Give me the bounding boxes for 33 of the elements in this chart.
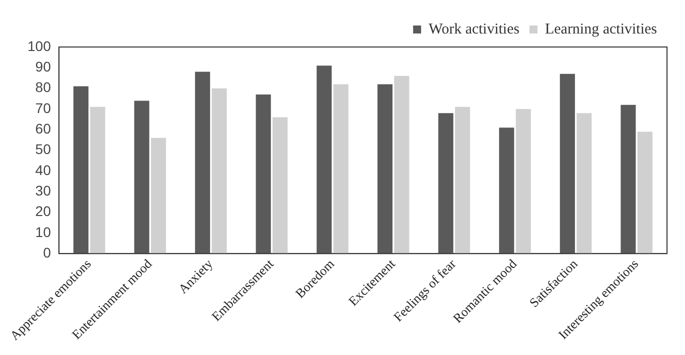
legend-label: Learning activities xyxy=(544,21,658,38)
bar xyxy=(195,72,210,254)
bar xyxy=(150,138,166,254)
bar xyxy=(499,128,514,254)
bar xyxy=(454,106,470,254)
y-tick-label: 80 xyxy=(35,79,52,96)
bar xyxy=(256,94,271,254)
bar xyxy=(637,132,652,254)
bar xyxy=(394,76,410,254)
y-tick-label: 20 xyxy=(35,203,52,220)
bar xyxy=(620,104,636,254)
y-tick-label: 100 xyxy=(28,38,52,54)
bar xyxy=(272,117,288,254)
bar xyxy=(438,113,454,254)
y-tick-label: 0 xyxy=(43,244,52,261)
bar xyxy=(90,106,106,254)
legend-label: Work activities xyxy=(428,21,520,38)
y-tick-label: 10 xyxy=(35,224,52,240)
y-tick-label: 50 xyxy=(35,141,52,158)
y-tick-label: 40 xyxy=(35,162,52,178)
bar xyxy=(73,86,88,254)
bar xyxy=(576,113,592,254)
y-tick-label: 90 xyxy=(35,58,52,75)
bar xyxy=(316,66,332,254)
y-tick-label: 30 xyxy=(35,182,52,199)
y-tick-label: 70 xyxy=(35,100,52,116)
bar xyxy=(212,88,227,254)
bar xyxy=(333,84,348,254)
bar xyxy=(516,108,531,254)
bar xyxy=(377,84,393,254)
bar xyxy=(134,100,150,254)
bar xyxy=(560,74,575,254)
y-tick-label: 60 xyxy=(35,120,52,137)
